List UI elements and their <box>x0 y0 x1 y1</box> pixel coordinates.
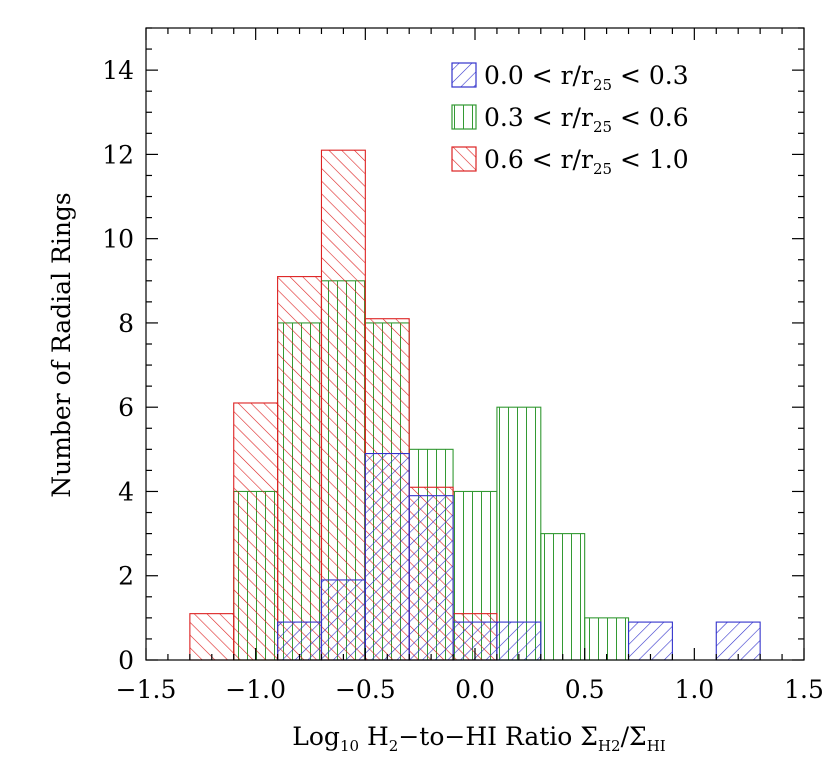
y-tick-label: 8 <box>118 309 134 338</box>
bar-series0-bin2 <box>364 452 410 661</box>
x-tick-label: −1.5 <box>116 675 177 704</box>
y-axis-label: Number of Radial Rings <box>47 192 76 498</box>
y-tick-label: 2 <box>118 562 134 591</box>
x-tick-label: −0.5 <box>335 675 396 704</box>
x-axis-label-part2: −to−HI Ratio Σ <box>398 722 598 751</box>
legend-swatch <box>451 146 477 172</box>
x-tick-label: −1.0 <box>225 675 286 704</box>
x-axis-label: Log10 H2−to−HI Ratio ΣH2/ΣHI <box>292 722 666 755</box>
bar-series2-bin2 <box>277 276 323 661</box>
legend: 0.0 < r/r25 < 0.3 0.3 < r/r25 < 0.6 0.6 < … <box>451 61 689 178</box>
y-tick-label: 10 <box>102 225 134 254</box>
x-axis-label-part2-sub: H2 <box>598 737 621 755</box>
y-tick-label: 4 <box>118 477 134 506</box>
labels-layer: −1.5 −1.0 −0.5 0.0 0.5 1.0 1.5 0 2 4 6 8 10 12 14 <box>102 56 824 704</box>
x-axis-label-part1-sub: 2 <box>389 737 399 755</box>
x-axis-label-part3-sub: HI <box>647 737 666 755</box>
x-tick-label: 0.0 <box>455 675 495 704</box>
bar-series2-bin0 <box>189 613 235 661</box>
x-axis-label-part1: H <box>359 722 389 751</box>
y-tick-label: 12 <box>102 140 134 169</box>
legend-swatch <box>451 62 477 88</box>
x-tick-label: 1.0 <box>674 675 714 704</box>
bar-series0-bin5 <box>496 621 542 661</box>
bar-series0-bin7 <box>715 621 761 661</box>
legend-label: 0.6 < r/r25 < 1.0 <box>484 145 689 178</box>
bars-layer <box>189 149 761 661</box>
y-tick-label: 14 <box>102 56 134 85</box>
x-tick-label: 0.5 <box>565 675 605 704</box>
bar-series0-bin0 <box>277 621 323 661</box>
legend-label: 0.0 < r/r25 < 0.3 <box>484 61 689 94</box>
ticks-layer <box>145 27 805 661</box>
bar-series2-bin3 <box>320 149 366 661</box>
x-axis-label-prefix-sub: 10 <box>340 737 359 755</box>
legend-swatch <box>451 104 477 130</box>
x-axis-label-part3: /Σ <box>621 722 647 751</box>
y-tick-label: 0 <box>118 646 134 675</box>
x-axis-label-prefix: Log <box>292 722 340 751</box>
legend-label: 0.3 < r/r25 < 0.6 <box>484 103 689 136</box>
y-tick-label: 6 <box>118 393 134 422</box>
x-tick-label: 1.5 <box>784 675 824 704</box>
bar-series0-bin1 <box>320 579 366 661</box>
bar-series1-bin7 <box>540 533 586 661</box>
bar-series1-bin8 <box>584 617 630 661</box>
bar-series2-bin1 <box>233 402 279 661</box>
bar-series0-bin3 <box>408 495 454 661</box>
